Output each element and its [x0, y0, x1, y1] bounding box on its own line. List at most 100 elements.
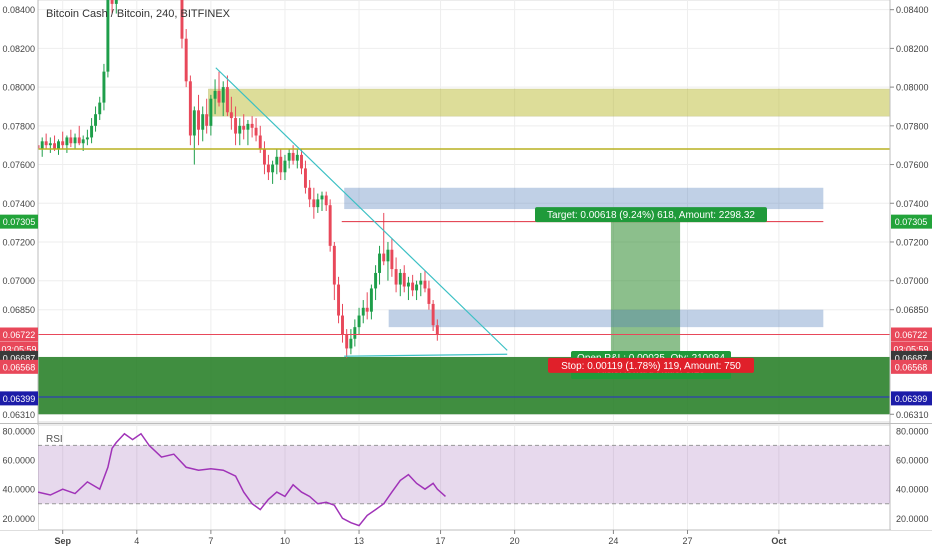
x-tick-label: 10: [280, 536, 290, 546]
candle: [357, 307, 361, 335]
candle: [369, 284, 373, 320]
candle-body: [320, 195, 324, 200]
left-price-tag: [0, 359, 38, 374]
candle: [349, 329, 353, 355]
candle-body: [192, 110, 196, 136]
rsi-right-tick: 20.0000: [896, 514, 929, 524]
candle: [250, 116, 254, 138]
right-price-tag: [891, 327, 932, 342]
x-tick-label: 4: [134, 536, 139, 546]
left-tick-label: 0.07400: [2, 199, 35, 209]
right-price-tag: [891, 359, 932, 374]
candle: [102, 63, 106, 111]
candle: [386, 241, 390, 281]
candle-body: [295, 154, 299, 161]
candle: [90, 118, 94, 144]
left-tick-label: 0.08000: [2, 83, 35, 93]
candle-body: [341, 315, 344, 335]
candle: [188, 75, 192, 146]
candle-body: [69, 137, 73, 144]
candle-body: [378, 253, 382, 273]
candle: [217, 71, 221, 107]
candle: [328, 199, 332, 252]
candle: [94, 106, 98, 132]
candle: [427, 280, 431, 310]
rsi-right-axis-bg: [891, 425, 932, 530]
left-price-tag-text: 0.07305: [3, 217, 36, 227]
candle: [266, 154, 270, 181]
rsi-left-tick: 20.0000: [2, 514, 35, 524]
candle-body: [184, 38, 188, 82]
candle-body: [328, 205, 332, 246]
left-tick-label: 0.08200: [2, 44, 35, 54]
candle: [197, 94, 200, 146]
right-price-tag: [891, 391, 932, 406]
candle-body: [316, 199, 320, 208]
candle-body: [324, 195, 328, 206]
left-tick-label: 0.07600: [2, 160, 35, 170]
rsi-band: [38, 445, 890, 504]
x-tick-label: 27: [682, 536, 692, 546]
candle-body: [361, 307, 365, 316]
left-price-tag: [0, 391, 38, 406]
candle-body: [266, 164, 270, 173]
rsi-panel: RSI 80.0000 80.0000 60.0000 60.0000 40.0000 40…: [0, 425, 932, 530]
right-price-tag-text: 0.07305: [895, 217, 928, 227]
candle-body: [419, 280, 423, 285]
candle: [287, 149, 291, 169]
candle-body: [77, 137, 81, 144]
candle: [390, 238, 394, 277]
candle: [192, 106, 196, 165]
candle-body: [201, 114, 205, 130]
candle: [361, 300, 365, 324]
candle: [238, 118, 242, 146]
candle: [44, 133, 48, 150]
candle-body: [349, 338, 353, 349]
right-price-tag: [891, 214, 932, 229]
candle: [205, 98, 209, 134]
candle-body: [312, 199, 316, 208]
candle: [65, 135, 69, 153]
candle: [423, 271, 427, 293]
rsi-left-tick: 60.0000: [2, 456, 35, 466]
candle-body: [374, 272, 378, 289]
candle: [262, 141, 266, 175]
candle-body: [258, 135, 262, 150]
left-tick-label: 0.07800: [2, 121, 35, 131]
x-tick-label: 7: [208, 536, 213, 546]
candle: [353, 319, 357, 347]
stop-label: Stop: 0.00119 (1.78%) 119, Amount: 750: [548, 357, 754, 373]
rsi-panel-frame: [37, 424, 891, 531]
candle: [57, 139, 60, 155]
candle: [374, 265, 378, 301]
candle: [295, 149, 299, 169]
right-tick-label: 0.06850: [896, 305, 929, 315]
candle: [225, 75, 229, 117]
candle-body: [234, 118, 238, 134]
candle: [61, 131, 65, 150]
candle-body: [332, 245, 336, 285]
right-price-tag-text: 03:05:59: [893, 344, 928, 354]
left-price-tag-text: 03:05:59: [1, 344, 36, 354]
candle-body: [303, 168, 307, 188]
left-price-tag-text: 0.06568: [3, 362, 36, 372]
candle-body: [353, 327, 357, 339]
left-tick-label: 0.08400: [2, 5, 35, 15]
right-tick-label: 0.07000: [896, 276, 929, 286]
candle: [98, 96, 102, 121]
descending-trendline: [215, 67, 508, 351]
candle: [77, 125, 81, 146]
candle-body: [114, 0, 118, 4]
candle-body: [423, 280, 427, 289]
resistance-zone: [208, 88, 891, 117]
candle-body: [94, 114, 98, 126]
overlay-layer: Target: 0.00618 (9.24%) 618, Amount: 229…: [38, 67, 890, 398]
target-zone: [610, 221, 681, 357]
candle-body: [275, 156, 279, 165]
right-price-tag-text: 0.06568: [895, 362, 928, 372]
candle-body: [102, 71, 106, 103]
candle: [398, 269, 402, 297]
candle-body: [229, 112, 233, 119]
